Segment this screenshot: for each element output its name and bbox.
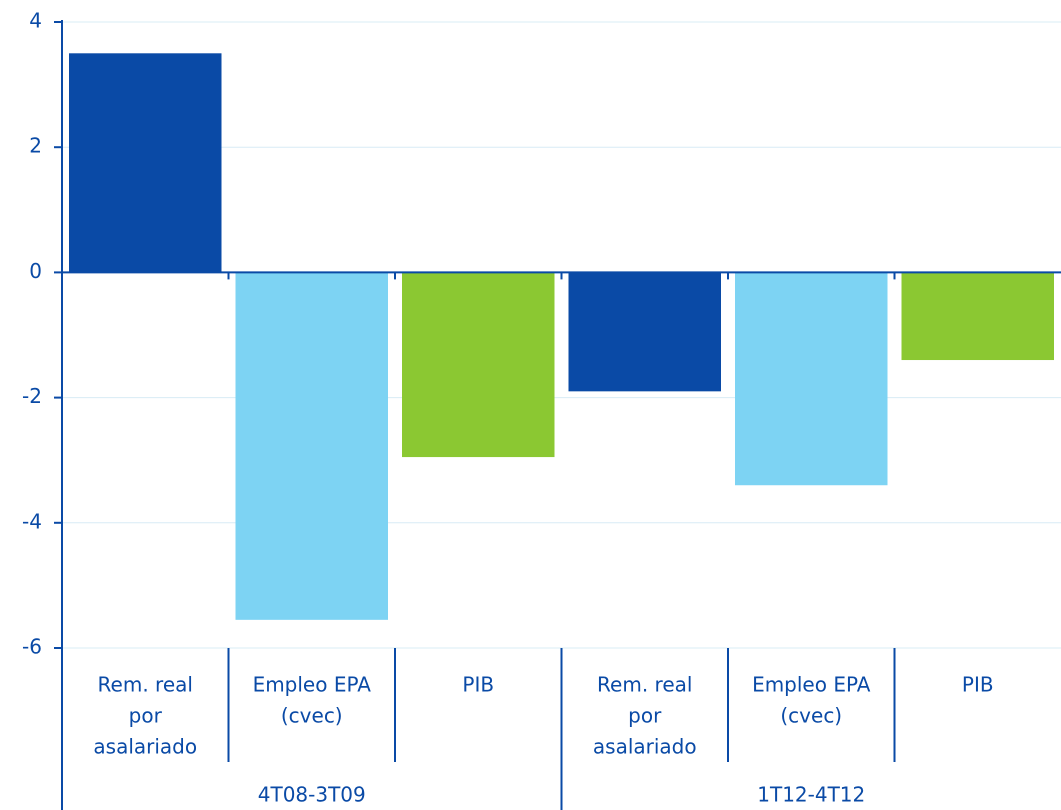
x-tick-label: Rem. real — [98, 673, 193, 697]
y-tick-label: -4 — [22, 509, 42, 533]
x-tick-label: Rem. real — [597, 673, 692, 697]
bar — [235, 272, 388, 620]
group-label: 1T12-4T12 — [757, 783, 865, 807]
x-tick-label: PIB — [462, 673, 494, 697]
bar — [402, 272, 555, 458]
x-tick-label: asalariado — [93, 735, 197, 759]
y-tick-label: -6 — [22, 635, 42, 659]
y-tick-label: -2 — [22, 384, 42, 408]
bar — [901, 272, 1054, 361]
group-label: 4T08-3T09 — [258, 783, 366, 807]
bar — [568, 272, 721, 392]
x-tick-label: por — [129, 704, 163, 728]
x-tick-label: (cvec) — [780, 704, 842, 728]
bar — [735, 272, 888, 486]
x-tick-label: asalariado — [593, 735, 697, 759]
x-tick-label: PIB — [962, 673, 994, 697]
x-tick-label: Empleo EPA — [752, 673, 871, 697]
y-tick-label: 0 — [29, 259, 42, 283]
y-tick-label: 2 — [29, 134, 42, 158]
x-tick-label: por — [628, 704, 662, 728]
x-tick-label: (cvec) — [281, 704, 343, 728]
x-tick-label: Empleo EPA — [253, 673, 372, 697]
bar — [69, 53, 222, 273]
y-tick-label: 4 — [29, 9, 42, 33]
